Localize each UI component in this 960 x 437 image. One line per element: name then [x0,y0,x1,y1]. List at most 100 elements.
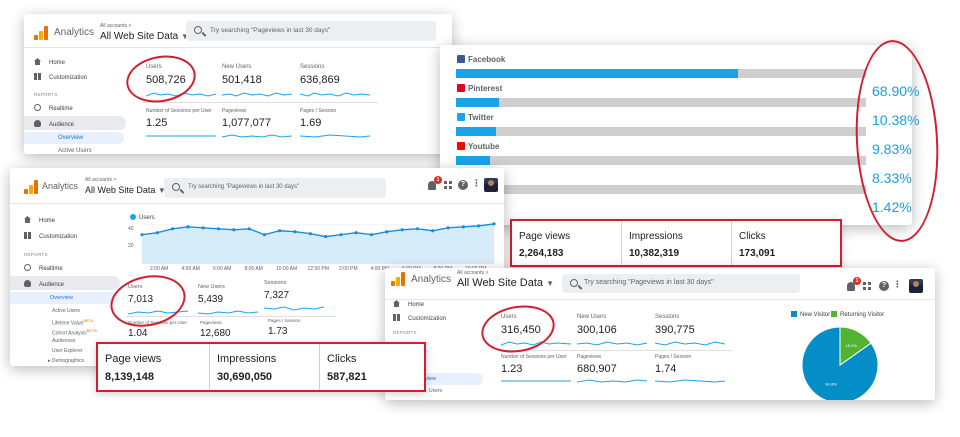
nav-demographics[interactable]: ▸ Demographics [48,358,85,364]
percent-pinterest: 10.38% [872,112,920,128]
data-point[interactable] [492,222,496,226]
nav-active-users[interactable]: Active Users [52,308,81,314]
data-point[interactable] [308,232,312,236]
data-point[interactable] [201,226,205,230]
data-point[interactable] [415,227,420,231]
nav-customization[interactable]: Customization [24,232,77,240]
reports-heading: REPORTS [24,252,48,257]
data-point[interactable] [461,225,465,229]
metric-sessions[interactable]: Sessions 636,869 [300,64,372,100]
analytics-logo [34,26,48,40]
metric-pages-per-session[interactable]: Pages / Session 1.74 [655,354,727,388]
data-point[interactable] [324,235,328,239]
nav-home[interactable]: Home [393,300,424,308]
nav-home[interactable]: Home [34,58,65,66]
search-bar[interactable]: Try searching "Pageviews in last 30 days… [186,21,436,41]
analytics-panel-2: Analytics All accounts > All Web Site Da… [10,168,504,366]
metric-users[interactable]: Users 316,450 [501,314,573,348]
search-placeholder: Try searching "Pageviews in last 30 days… [210,27,331,34]
metric-sessions-per-user[interactable]: Number of Sessions per User 1.25 [146,108,218,144]
data-point[interactable] [339,233,343,237]
metric-new-users[interactable]: New Users 300,106 [577,314,649,348]
property-name: All Web Site Data [457,277,544,289]
data-point[interactable] [293,230,297,234]
avatar[interactable] [484,178,498,192]
nav-audiences[interactable]: Audiences [52,338,76,344]
avatar[interactable] [909,279,923,293]
data-point[interactable] [186,225,190,229]
search-bar[interactable]: Try searching "Pageviews in last 30 days… [164,178,386,198]
help-icon[interactable]: ? [879,281,889,291]
data-point[interactable] [216,227,221,231]
nav-cohort-analysis[interactable]: Cohort AnalysisBETA [52,328,97,337]
metric-pageviews[interactable]: Pageviews 12,680 [200,320,231,339]
data-point[interactable] [446,226,450,230]
analytics-logo [391,272,405,286]
search-bar[interactable]: Try searching "Pageviews in last 30 days… [562,274,800,293]
nav-audience[interactable]: Audience [34,120,74,128]
nav-overview[interactable]: Overview [24,132,124,144]
data-point[interactable] [155,231,159,235]
apps-grid-icon[interactable] [444,181,452,189]
nav-customization[interactable]: Customization [34,73,87,81]
notifications-icon[interactable]: 1 [847,277,861,291]
data-point[interactable] [400,228,404,232]
nav-realtime[interactable]: Realtime [34,104,73,112]
data-point[interactable] [232,228,236,232]
notifications-icon[interactable]: 1 [428,176,442,190]
data-point[interactable] [140,233,144,237]
property-selector[interactable]: All Web Site Data ▼ [100,31,189,42]
all-accounts-link[interactable]: All accounts > [85,177,117,183]
social-name: Facebook [468,55,506,64]
nav-realtime[interactable]: Realtime [24,264,63,272]
pie-slice-label: 84.8% [825,382,837,387]
sparkline [146,135,216,137]
nav-lifetime-value[interactable]: Lifetime ValueBETA [52,318,94,327]
nav-customization[interactable]: Customization [393,314,446,322]
data-point[interactable] [369,233,374,237]
nav-active-users[interactable]: Users [429,388,443,394]
metric-users[interactable]: Users 7,013 [128,284,190,316]
data-point[interactable] [278,229,282,233]
more-vert-icon[interactable]: ⋮ [893,279,902,289]
all-accounts-link[interactable]: All accounts > [100,23,132,29]
metric-pageviews[interactable]: Pageviews 1,077,077 [222,108,294,144]
metric-sessions[interactable]: Sessions 390,775 [655,314,727,348]
property-selector[interactable]: All Web Site Data ▼ [457,277,554,289]
nav-user-explorer[interactable]: User Explorer [52,348,83,354]
metric-sessions-per-user[interactable]: Number of Sessions per User 1.04 [128,320,188,339]
metric-sessions-per-user[interactable]: Number of Sessions per User 1.23 [501,354,573,388]
data-point[interactable] [354,231,358,235]
metric-value: 300,106 [577,324,617,336]
data-point[interactable] [431,229,435,233]
nav-active-users[interactable]: Active Users [58,148,92,154]
social-bar-fill [456,156,491,165]
apps-grid-icon[interactable] [863,282,871,290]
more-vert-icon[interactable]: ⋮ [472,178,481,188]
help-icon[interactable]: ? [458,180,468,190]
property-selector[interactable]: All Web Site Data ▼ [85,185,166,195]
all-accounts-link[interactable]: All accounts > [457,270,489,276]
nav-overview[interactable]: Overview [10,292,118,304]
metric-sessions[interactable]: Sessions 7,327 [264,280,326,312]
metric-divider [497,350,733,351]
nav-home[interactable]: Home [24,216,55,224]
data-point[interactable] [171,227,175,231]
metric-new-users[interactable]: New Users 501,418 [222,64,294,100]
pie-slice[interactable] [839,326,872,366]
metric-users[interactable]: Users 508,726 [146,64,218,100]
data-point[interactable] [477,224,481,228]
sidebar: Home Customization REPORTS Realtime Audi… [24,48,128,154]
metric-pages-per-session[interactable]: Pages / Session 1.69 [300,108,372,144]
stats-box-b: Page views 8,139,148 Impressions 30,690,… [96,342,426,392]
sparkline [146,92,216,97]
metric-value: 7,013 [128,294,154,305]
metric-new-users[interactable]: New Users 5,439 [198,284,260,316]
data-point[interactable] [262,233,267,237]
metric-pageviews[interactable]: Pageviews 680,907 [577,354,649,388]
data-point[interactable] [247,227,251,231]
social-bar-fill [456,69,739,78]
metric-pages-per-session[interactable]: Pages / Session 1.73 [268,318,301,337]
data-point[interactable] [385,230,389,234]
nav-audience[interactable]: Audience [24,280,64,288]
